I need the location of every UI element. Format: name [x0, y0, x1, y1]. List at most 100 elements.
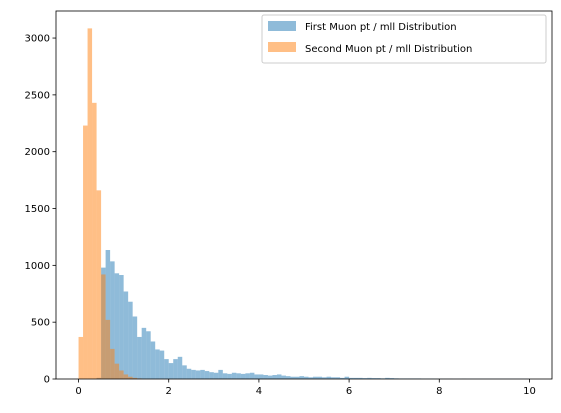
series-2-bar: [128, 376, 133, 379]
series-1-bar: [285, 376, 291, 379]
series-1-bar: [236, 373, 241, 379]
bars-layer: [78, 28, 530, 379]
series-1-bar: [272, 375, 277, 379]
y-tick-label: 3000: [25, 34, 50, 45]
series-2-bar: [96, 190, 102, 379]
series-1-bar: [304, 376, 309, 379]
series-1-bar: [146, 331, 151, 379]
series-1-bar: [168, 363, 174, 379]
series-1-bar: [141, 327, 147, 379]
series-1-bar: [159, 350, 165, 379]
series-2-bar: [83, 125, 88, 379]
series-1-bar: [204, 371, 210, 379]
series-1-bar: [335, 377, 341, 379]
plot-frame: [55, 10, 553, 380]
legend-box: [261, 14, 547, 64]
series-1-bar: [294, 376, 300, 379]
series-1-bar: [222, 373, 228, 379]
plot-background: [56, 11, 552, 379]
series-1-bar: [137, 336, 142, 379]
x-tick-label: 10: [523, 386, 536, 397]
y-tick-label: 1000: [25, 261, 50, 272]
y-tick-label: 2500: [25, 90, 50, 101]
series-1-bar: [240, 373, 246, 379]
series-1-bar: [371, 378, 377, 379]
legend-label-first: First Muon pt / mll Distribution: [305, 22, 457, 33]
series-1-bar: [362, 378, 368, 379]
series-1-bar: [182, 365, 187, 379]
series-1-bar: [308, 377, 314, 379]
series-1-bar: [263, 375, 268, 379]
series-1-bar: [313, 376, 318, 379]
series-1-bar: [353, 377, 359, 379]
y-tick-label: 1500: [25, 204, 50, 215]
series-2-bar: [105, 319, 111, 379]
y-tick-label: 2000: [25, 147, 50, 158]
series-1-bar: [322, 377, 327, 379]
series-2-bar: [87, 28, 93, 379]
series-1-bar: [281, 375, 286, 379]
series-2-bar: [78, 336, 84, 379]
series-1-bar: [267, 375, 273, 379]
series-1-bar: [164, 359, 169, 379]
series-1-bar: [114, 273, 120, 379]
series-1-bar: [317, 376, 323, 379]
legend-swatch-first: [268, 21, 296, 31]
series-1-bar: [191, 369, 196, 379]
series-1-bar: [326, 376, 332, 379]
series-1-bar: [177, 356, 183, 379]
series-1-bar: [150, 341, 156, 379]
series-1-bar: [231, 372, 237, 379]
series-1-bar: [358, 377, 363, 379]
series-1-bar: [195, 370, 201, 379]
series-1-bar: [254, 374, 259, 379]
series-1-bar: [290, 376, 295, 379]
series-1-bar: [258, 374, 264, 379]
series-1-bar: [200, 369, 205, 379]
series-2-bars: [78, 28, 142, 379]
series-1-bar: [155, 349, 160, 379]
series-2-bar: [101, 274, 106, 379]
series-1-bar: [105, 250, 111, 379]
series-1-bar: [132, 316, 138, 379]
legend: First Muon pt / mll Distribution Second …: [261, 14, 547, 64]
series-1-bar: [128, 301, 133, 379]
x-tick-label: 2: [166, 386, 172, 397]
series-1-bar: [173, 359, 178, 379]
y-axis: 0 500 1000 1500 2000 2500 3000: [25, 34, 56, 386]
y-tick-label: 500: [31, 318, 50, 329]
series-1-bar: [367, 377, 372, 379]
series-1-bar: [209, 372, 214, 379]
series-1-bar: [110, 261, 115, 379]
series-1-bar: [213, 372, 219, 379]
series-1-bar: [119, 275, 124, 379]
x-tick-label: 6: [346, 386, 352, 397]
series-1-bar: [385, 377, 390, 379]
series-1-bar: [227, 373, 232, 379]
series-1-bar: [340, 377, 345, 379]
series-1-bar: [376, 378, 381, 379]
series-2-bar: [110, 348, 115, 379]
series-1-bar: [349, 377, 354, 379]
series-1-bar: [249, 372, 255, 379]
series-2-bar: [92, 102, 97, 379]
series-1-bar: [331, 377, 336, 379]
series-1-bar: [276, 374, 282, 379]
series-2-bar: [123, 374, 129, 379]
x-tick-label: 4: [256, 386, 262, 397]
legend-swatch-second: [268, 42, 296, 52]
series-1-bar: [186, 368, 192, 379]
x-axis: 0 2 4 6 8 10: [75, 379, 536, 397]
legend-label-second: Second Muon pt / mll Distribution: [305, 44, 472, 55]
series-1-bar: [123, 291, 129, 379]
x-tick-label: 0: [75, 386, 81, 397]
series-2-bar: [132, 377, 138, 379]
series-2-bar: [119, 370, 124, 379]
series-1-bar: [389, 378, 395, 379]
y-tick-label: 0: [44, 375, 50, 386]
series-1-bars: [96, 250, 530, 379]
series-1-bar: [245, 373, 250, 379]
series-1-bar: [218, 369, 223, 379]
series-2-bar: [114, 363, 120, 379]
